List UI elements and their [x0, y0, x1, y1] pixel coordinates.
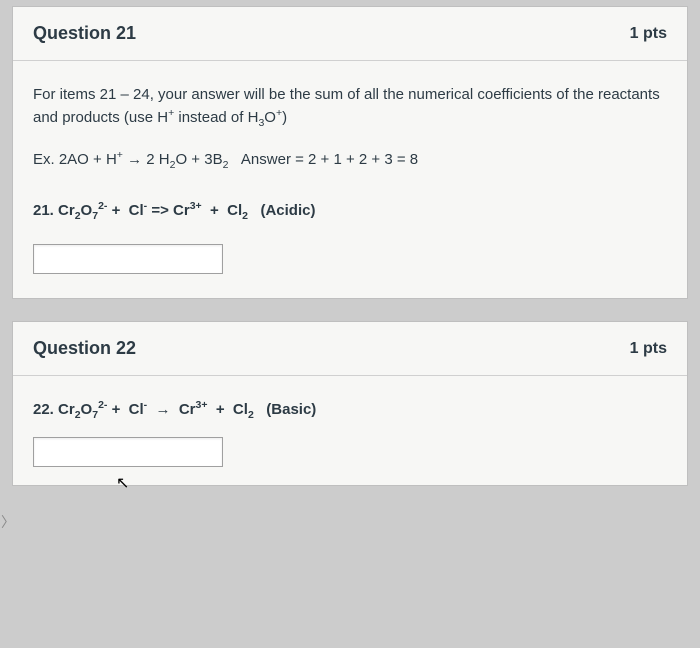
question-22-points: 1 pts	[630, 340, 667, 358]
question-21-points: 1 pts	[630, 25, 667, 43]
question-21-equation: 21. Cr2O72- + Cl- => Cr3+ + Cl2 (Acidic)	[33, 199, 667, 222]
question-21-header: Question 21 1 pts	[13, 7, 687, 61]
question-21-instructions: For items 21 – 24, your answer will be t…	[33, 83, 667, 130]
nav-chevron-icon: 〉	[1, 512, 15, 532]
question-22-header: Question 22 1 pts	[13, 322, 687, 376]
question-22-body: 22. Cr2O72- + Cl- → Cr3+ + Cl2 (Basic)	[13, 376, 687, 485]
question-21-body: For items 21 – 24, your answer will be t…	[13, 61, 687, 298]
question-21-card: Question 21 1 pts For items 21 – 24, you…	[12, 6, 688, 299]
question-21-title: Question 21	[33, 23, 136, 44]
question-21-answer-input[interactable]	[33, 244, 223, 274]
question-22-answer-input[interactable]	[33, 437, 223, 467]
question-22-title: Question 22	[33, 338, 136, 359]
question-21-example: Ex. 2AO + H+ → 2 H2O + 3B2 Answer = 2 + …	[33, 148, 667, 171]
question-22-card: Question 22 1 pts 22. Cr2O72- + Cl- → Cr…	[12, 321, 688, 486]
question-22-equation: 22. Cr2O72- + Cl- → Cr3+ + Cl2 (Basic)	[33, 398, 667, 421]
